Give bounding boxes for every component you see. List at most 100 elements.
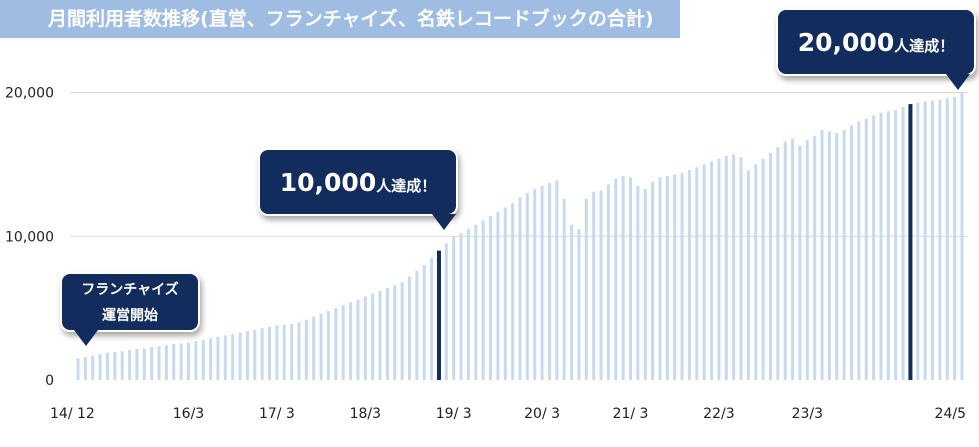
bar bbox=[702, 164, 706, 380]
bar bbox=[179, 343, 183, 380]
bar bbox=[496, 211, 500, 380]
bar bbox=[326, 311, 330, 380]
bar bbox=[827, 131, 831, 380]
x-tick-label: 22/3 bbox=[703, 406, 734, 422]
callout-franchise-tail bbox=[74, 330, 98, 346]
y-axis-ticks: 0 10,000 20,000 bbox=[5, 86, 54, 389]
bar bbox=[629, 177, 632, 380]
callout-franchise-line2: 運営開始 bbox=[102, 308, 158, 324]
bar bbox=[606, 184, 610, 380]
bars bbox=[76, 92, 964, 381]
bar bbox=[864, 118, 868, 380]
bar bbox=[791, 138, 795, 380]
bar bbox=[98, 354, 102, 380]
bar bbox=[901, 106, 905, 380]
bar bbox=[820, 129, 824, 380]
bar bbox=[525, 193, 529, 380]
bar bbox=[135, 349, 139, 380]
callout-20000-tail bbox=[946, 74, 970, 90]
bar bbox=[459, 233, 463, 380]
bar bbox=[746, 170, 750, 380]
bar bbox=[481, 220, 485, 380]
x-tick-label: 20/ 3 bbox=[524, 406, 560, 422]
bar bbox=[83, 357, 87, 380]
bar bbox=[577, 229, 581, 380]
bar bbox=[452, 236, 456, 380]
bar bbox=[761, 158, 765, 380]
bar bbox=[879, 112, 883, 380]
bar bbox=[894, 109, 898, 380]
bar bbox=[599, 190, 603, 380]
bar bbox=[297, 322, 301, 380]
x-tick-label: 14/ 12 bbox=[50, 406, 95, 422]
bar bbox=[223, 335, 227, 380]
bar bbox=[960, 92, 964, 380]
x-tick-label: 17/ 3 bbox=[259, 406, 295, 422]
bar bbox=[783, 141, 787, 380]
bar bbox=[113, 351, 117, 380]
bar-highlight bbox=[436, 250, 441, 380]
bar bbox=[953, 96, 957, 381]
bar bbox=[304, 319, 308, 380]
bar bbox=[754, 164, 758, 380]
x-tick-label: 24/5 bbox=[935, 406, 966, 422]
bar bbox=[511, 203, 515, 380]
x-tick-label: 19/ 3 bbox=[436, 406, 472, 422]
callout-10000-achieved: 10,000人達成！ bbox=[258, 148, 458, 230]
bar bbox=[643, 188, 647, 380]
bar bbox=[356, 299, 360, 380]
bar bbox=[231, 334, 235, 380]
bar bbox=[872, 115, 876, 380]
bar bbox=[813, 135, 817, 380]
bar bbox=[341, 305, 345, 380]
bar bbox=[349, 302, 353, 380]
bar bbox=[76, 358, 80, 380]
bar bbox=[275, 325, 279, 380]
bar bbox=[466, 229, 470, 380]
bar bbox=[614, 178, 618, 380]
bar bbox=[105, 352, 109, 380]
bar bbox=[408, 276, 411, 380]
bar bbox=[430, 257, 434, 380]
bar bbox=[533, 188, 537, 380]
callout-10000-suffix: 人達成！ bbox=[376, 177, 437, 195]
bar bbox=[717, 158, 721, 380]
bar bbox=[724, 155, 728, 380]
bar bbox=[120, 351, 124, 380]
bar bbox=[253, 329, 257, 380]
bar bbox=[164, 345, 168, 380]
bar bbox=[835, 132, 839, 380]
x-tick-label: 16/3 bbox=[173, 406, 204, 422]
bar bbox=[916, 102, 920, 381]
bar bbox=[378, 290, 382, 380]
x-tick-label: 23/3 bbox=[792, 406, 823, 422]
bar bbox=[768, 152, 772, 380]
bar bbox=[687, 170, 691, 380]
bar bbox=[850, 125, 853, 380]
bar bbox=[673, 174, 677, 380]
bar-highlight bbox=[908, 104, 913, 380]
bar bbox=[128, 349, 132, 380]
bar bbox=[776, 147, 780, 380]
callout-20000-achieved: 20,000人達成！ bbox=[776, 8, 976, 90]
x-tick-label: 21/ 3 bbox=[613, 406, 649, 422]
bar bbox=[798, 145, 802, 380]
bar bbox=[334, 308, 338, 380]
bar bbox=[312, 316, 316, 380]
bar bbox=[319, 313, 323, 380]
bar bbox=[562, 198, 566, 380]
bar bbox=[938, 99, 942, 380]
bar bbox=[91, 355, 95, 380]
bar bbox=[363, 296, 367, 380]
bar bbox=[518, 197, 522, 380]
bar bbox=[665, 175, 669, 380]
bar bbox=[216, 336, 220, 380]
bar bbox=[282, 324, 286, 380]
bar bbox=[194, 341, 198, 380]
bar bbox=[931, 100, 935, 380]
bar bbox=[857, 121, 861, 381]
bar bbox=[245, 331, 249, 380]
bar bbox=[695, 167, 699, 380]
bar bbox=[547, 183, 551, 380]
